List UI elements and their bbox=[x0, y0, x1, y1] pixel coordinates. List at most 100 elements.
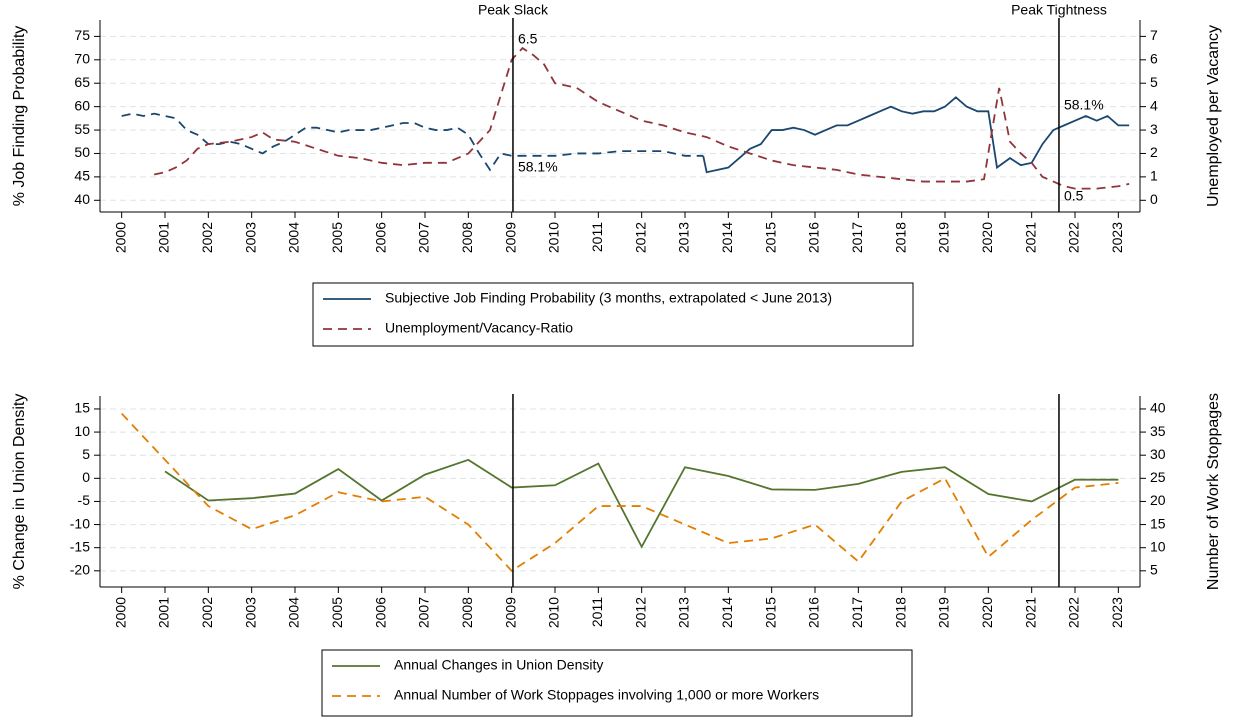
legend-label: Annual Changes in Union Density bbox=[394, 657, 603, 673]
x-tick-label: 2009 bbox=[502, 597, 518, 628]
y2-tick-label: 30 bbox=[1150, 446, 1166, 462]
reference-label: Peak Slack bbox=[478, 2, 549, 18]
x-tick-label: 2008 bbox=[459, 222, 475, 253]
x-tick-label: 2013 bbox=[676, 597, 692, 628]
x-tick-label: 2007 bbox=[416, 222, 432, 253]
x-tick-label: 2020 bbox=[979, 597, 995, 628]
x-tick-label: 2002 bbox=[199, 597, 215, 628]
series-line bbox=[164, 458, 1119, 549]
x-tick-label: 2002 bbox=[199, 222, 215, 253]
x-tick-label: 2007 bbox=[416, 597, 432, 628]
y-tick-label: -20 bbox=[70, 562, 90, 578]
y2-tick-label: 10 bbox=[1150, 538, 1166, 554]
x-tick-label: 2023 bbox=[1109, 597, 1125, 628]
x-tick-label: 2019 bbox=[936, 597, 952, 628]
annotation: 58.1% bbox=[518, 159, 558, 175]
x-tick-label: 2017 bbox=[849, 222, 865, 253]
y2-tick-label: 0 bbox=[1150, 191, 1158, 207]
x-tick-label: 2015 bbox=[762, 597, 778, 628]
x-tick-label: 2019 bbox=[936, 222, 952, 253]
x-tick-label: 2016 bbox=[806, 597, 822, 628]
y-tick-label: 5 bbox=[82, 446, 90, 462]
x-tick-label: 2018 bbox=[892, 222, 908, 253]
y-tick-label: -5 bbox=[78, 492, 91, 508]
x-tick-label: 2017 bbox=[849, 597, 865, 628]
y2-tick-label: 4 bbox=[1150, 97, 1158, 113]
y-tick-label: 50 bbox=[74, 144, 90, 160]
y2-tick-label: 20 bbox=[1150, 492, 1166, 508]
x-tick-label: 2015 bbox=[762, 222, 778, 253]
annotation: 0.5 bbox=[1064, 188, 1084, 204]
legend-box bbox=[321, 649, 913, 717]
x-tick-label: 2004 bbox=[286, 597, 302, 628]
x-tick-label: 2003 bbox=[242, 597, 258, 628]
x-tick-label: 2000 bbox=[112, 597, 128, 628]
x-tick-label: 2021 bbox=[1022, 222, 1038, 253]
y-tick-label: 45 bbox=[74, 168, 90, 184]
x-tick-label: 2012 bbox=[632, 597, 648, 628]
y-axis-title: % Change in Union Density bbox=[11, 394, 28, 590]
x-tick-label: 2020 bbox=[979, 222, 995, 253]
y2-tick-label: 35 bbox=[1150, 423, 1166, 439]
y-axis-title: % Job Finding Probability bbox=[11, 26, 28, 207]
reference-label: Peak Tightness bbox=[1011, 2, 1107, 18]
y2-tick-label: 25 bbox=[1150, 469, 1166, 485]
y-tick-label: 65 bbox=[74, 74, 90, 90]
x-tick-label: 2014 bbox=[719, 222, 735, 253]
y-tick-label: 40 bbox=[74, 191, 90, 207]
x-tick-label: 2001 bbox=[156, 222, 172, 253]
x-tick-label: 2021 bbox=[1022, 597, 1038, 628]
x-tick-label: 2010 bbox=[546, 597, 562, 628]
y2-tick-label: 1 bbox=[1150, 168, 1158, 184]
y-tick-label: 0 bbox=[82, 469, 90, 485]
x-tick-label: 2022 bbox=[1066, 222, 1082, 253]
legend-label: Annual Number of Work Stoppages involvin… bbox=[394, 687, 819, 703]
y-tick-label: 70 bbox=[74, 51, 90, 67]
x-tick-label: 2004 bbox=[286, 222, 302, 253]
y2-tick-label: 6 bbox=[1150, 51, 1158, 67]
legend-label: Subjective Job Finding Probability (3 mo… bbox=[385, 290, 832, 306]
y2-tick-label: 5 bbox=[1150, 74, 1158, 90]
x-tick-label: 2014 bbox=[719, 597, 735, 628]
x-tick-label: 2013 bbox=[676, 222, 692, 253]
x-tick-label: 2006 bbox=[372, 597, 388, 628]
x-tick-label: 2023 bbox=[1109, 222, 1125, 253]
y2-tick-label: 3 bbox=[1150, 121, 1158, 137]
x-tick-label: 2010 bbox=[546, 222, 562, 253]
x-tick-label: 2006 bbox=[372, 222, 388, 253]
x-tick-label: 2011 bbox=[589, 597, 605, 627]
x-tick-label: 2003 bbox=[242, 222, 258, 253]
series-line bbox=[121, 412, 1119, 572]
x-tick-label: 2001 bbox=[156, 597, 172, 628]
x-tick-label: 2018 bbox=[892, 597, 908, 628]
annotation: 6.5 bbox=[518, 31, 538, 47]
y2-axis-title: Unemployed per Vacancy bbox=[1205, 25, 1222, 207]
x-tick-label: 2011 bbox=[589, 222, 605, 252]
legend-label: Unemployment/Vacancy-Ratio bbox=[385, 320, 573, 336]
legend-box bbox=[312, 282, 914, 347]
x-tick-label: 2022 bbox=[1066, 597, 1082, 628]
y2-tick-label: 2 bbox=[1150, 144, 1158, 160]
series-line bbox=[121, 112, 704, 172]
y-tick-label: 55 bbox=[74, 121, 90, 137]
y-tick-label: -10 bbox=[70, 515, 90, 531]
y-tick-label: 10 bbox=[74, 423, 90, 439]
x-tick-label: 2008 bbox=[459, 597, 475, 628]
y-tick-label: 60 bbox=[74, 97, 90, 113]
y2-tick-label: 15 bbox=[1150, 515, 1166, 531]
x-tick-label: 2016 bbox=[806, 222, 822, 253]
series-line bbox=[702, 96, 1130, 174]
y2-tick-label: 5 bbox=[1150, 562, 1158, 578]
y2-tick-label: 7 bbox=[1150, 27, 1158, 43]
x-tick-label: 2005 bbox=[329, 222, 345, 253]
y-tick-label: 15 bbox=[74, 400, 90, 416]
x-tick-label: 2005 bbox=[329, 597, 345, 628]
y-tick-label: 75 bbox=[74, 27, 90, 43]
series-line bbox=[153, 46, 1130, 190]
x-tick-label: 2012 bbox=[632, 222, 648, 253]
y2-tick-label: 40 bbox=[1150, 400, 1166, 416]
x-tick-label: 2000 bbox=[112, 222, 128, 253]
y-tick-label: -15 bbox=[70, 538, 90, 554]
